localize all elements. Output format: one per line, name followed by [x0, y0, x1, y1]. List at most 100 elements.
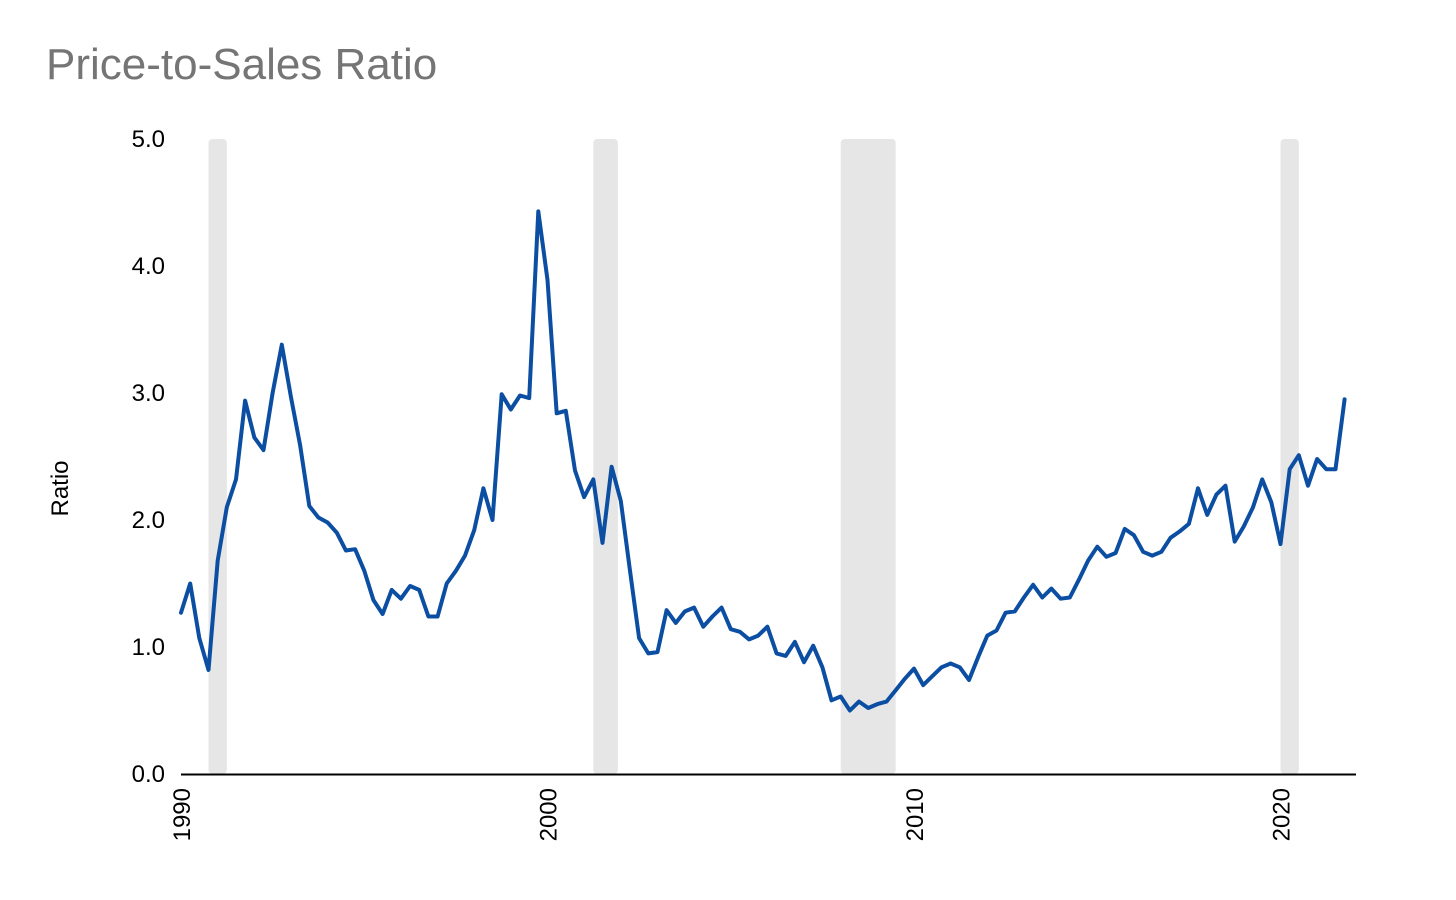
data-point: [949, 662, 953, 666]
data-point: [381, 612, 385, 616]
data-point: [445, 582, 449, 585]
data-point: [747, 637, 751, 641]
data-point: [1059, 597, 1063, 601]
data-point: [692, 606, 696, 610]
series-layer: [179, 209, 1347, 713]
x-tick-label: 1990: [169, 788, 196, 841]
data-point: [1196, 486, 1200, 490]
data-point: [234, 477, 238, 481]
data-point: [1031, 583, 1035, 587]
data-point: [1260, 477, 1264, 481]
data-point: [1132, 533, 1136, 537]
data-point: [472, 528, 476, 532]
chart-title: Price-to-Sales Ratio: [46, 40, 438, 89]
data-point: [316, 515, 320, 519]
data-point: [573, 468, 577, 472]
data-point: [765, 625, 769, 629]
data-point: [793, 640, 797, 644]
data-point: [1214, 493, 1218, 497]
data-point: [756, 634, 760, 638]
recession-band: [840, 139, 896, 774]
data-point: [1279, 542, 1282, 546]
data-point: [362, 569, 366, 573]
data-point: [335, 531, 339, 535]
data-point: [628, 569, 632, 573]
data-point: [811, 644, 815, 648]
data-point: [344, 548, 348, 552]
y-axis-label: Ratio: [47, 460, 74, 516]
data-point: [1251, 505, 1255, 509]
data-point: [720, 606, 724, 610]
data-point: [701, 625, 705, 629]
data-point: [1040, 595, 1044, 599]
data-point: [1288, 467, 1292, 471]
data-point: [848, 709, 852, 712]
data-point: [1315, 457, 1319, 461]
data-point: [206, 668, 210, 672]
data-point: [1187, 522, 1191, 526]
data-point: [307, 504, 311, 508]
data-point: [1269, 500, 1273, 504]
data-point: [710, 615, 714, 619]
data-point: [1095, 545, 1099, 549]
y-tick-label: 2.0: [132, 507, 165, 534]
data-point: [1150, 554, 1154, 558]
data-point: [646, 651, 650, 655]
x-tick-label: 2010: [902, 788, 929, 841]
data-point: [903, 677, 907, 681]
data-point: [1306, 484, 1310, 488]
data-point: [1297, 453, 1301, 457]
data-point: [261, 448, 265, 452]
data-point: [994, 628, 998, 632]
data-point: [500, 392, 504, 396]
data-point: [985, 634, 989, 638]
data-point: [600, 541, 604, 545]
data-point: [555, 411, 559, 415]
data-point: [371, 598, 375, 602]
data-point: [1178, 529, 1182, 533]
data-point: [1013, 609, 1017, 613]
data-point: [225, 505, 229, 509]
data-point: [885, 700, 889, 704]
data-point: [939, 665, 943, 669]
data-point: [454, 569, 458, 573]
data-point: [894, 688, 898, 692]
data-point: [820, 665, 824, 669]
data-point: [546, 278, 549, 282]
data-point: [958, 665, 962, 669]
data-point: [857, 700, 861, 704]
data-point: [1004, 611, 1008, 615]
data-point: [1114, 551, 1118, 555]
data-point: [436, 615, 440, 619]
data-point: [179, 611, 183, 615]
data-point: [875, 702, 879, 706]
data-point: [665, 608, 669, 612]
data-point: [729, 627, 733, 631]
data-point: [280, 343, 284, 347]
data-point: [491, 518, 495, 522]
data-point: [866, 706, 870, 710]
y-tick-label: 0.0: [132, 761, 165, 788]
data-point: [1086, 559, 1090, 563]
data-point: [1123, 527, 1127, 531]
x-axis-ticks: 1990 2000 2010 2020: [169, 788, 1296, 841]
data-point: [353, 547, 357, 551]
data-point: [1242, 524, 1246, 528]
data-point: [243, 399, 247, 403]
data-point: [326, 521, 330, 525]
data-point: [399, 597, 403, 601]
data-point: [1104, 555, 1108, 559]
data-point: [610, 465, 614, 469]
data-point: [591, 477, 595, 481]
data-point: [390, 588, 394, 592]
data-point: [1049, 587, 1053, 591]
data-point: [637, 636, 641, 640]
data-point: [1324, 467, 1328, 471]
data-point: [289, 395, 293, 399]
data-point: [527, 396, 531, 400]
data-point: [921, 683, 925, 687]
series-line: [179, 209, 1347, 713]
data-point: [775, 651, 779, 655]
data-point: [738, 630, 742, 634]
data-point: [1077, 578, 1081, 582]
